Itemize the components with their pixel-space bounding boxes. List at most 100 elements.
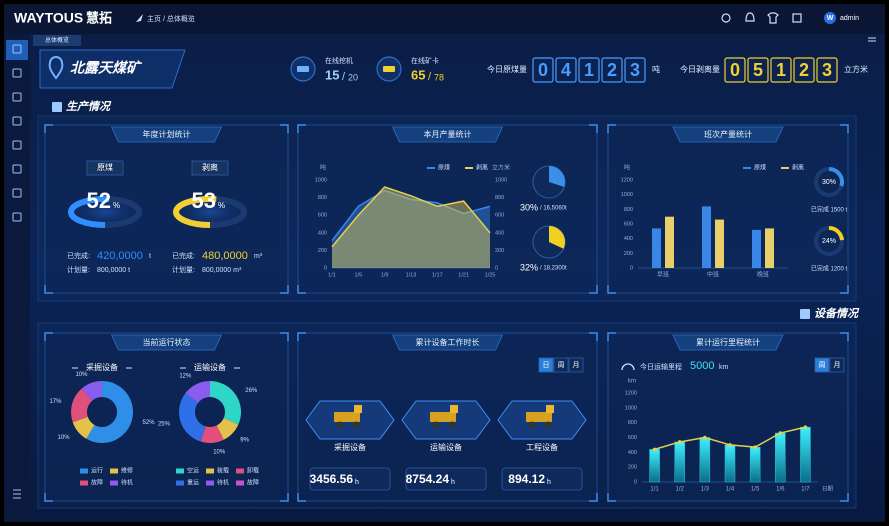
user-name[interactable]: admin: [840, 15, 859, 22]
y-tick-label: 0: [630, 265, 633, 271]
section-icon: [52, 102, 62, 112]
today-unit: km: [719, 364, 729, 371]
done-label: 已完成:: [67, 251, 90, 260]
machine-icon-wheel: [448, 421, 456, 429]
sidebar-collapse-icon[interactable]: [13, 489, 21, 499]
gauge-sector: [549, 166, 565, 187]
hours-unit: h: [547, 479, 551, 486]
gauge-arc: [173, 196, 217, 228]
digit-box: [816, 57, 838, 83]
y-tick-label: 800: [624, 207, 633, 213]
today-value: 5000: [690, 360, 714, 372]
donut-label: 25%: [158, 422, 171, 428]
digit: 0: [730, 60, 740, 80]
period-label[interactable]: 月: [834, 361, 841, 369]
period-toggle[interactable]: [814, 357, 830, 373]
period-toggle[interactable]: [538, 357, 554, 373]
legend-swatch: [110, 468, 118, 474]
period-toggle[interactable]: [568, 357, 584, 373]
sidebar-icon[interactable]: [12, 92, 22, 102]
gauge-detail: 已完成 1500 t: [811, 206, 848, 214]
logo-cn: 慧拓: [86, 10, 112, 25]
machine-icon-wheel: [352, 421, 360, 429]
bar: [724, 444, 736, 483]
bar: [800, 426, 811, 483]
bell-icon[interactable]: [745, 12, 755, 22]
donut-label: 26%: [245, 388, 258, 394]
sidebar-icon[interactable]: [12, 68, 22, 78]
y-tick-label: 1200: [625, 390, 637, 396]
period-toggle[interactable]: [829, 357, 845, 373]
y2-tick-label: 600: [495, 213, 504, 219]
legend-swatch: [80, 480, 88, 486]
legend-swatch: [206, 480, 214, 486]
x-tick-label: 晚班: [757, 271, 769, 279]
gauge-label: 30%: [822, 179, 836, 186]
section-icon: [800, 309, 810, 319]
sidebar-icon[interactable]: [12, 116, 22, 126]
period-label[interactable]: 日: [543, 361, 550, 369]
y2-tick-label: 0: [495, 265, 498, 271]
x-tick-label: 1/3: [701, 487, 710, 493]
tab[interactable]: [33, 35, 81, 46]
today-label: 今日运输里程: [640, 362, 682, 371]
machine-icon-cab: [546, 405, 554, 413]
y2-tick-label: 400: [495, 230, 504, 236]
panel: [607, 332, 849, 502]
legend-label: 运行: [91, 467, 103, 475]
digit: 0: [538, 60, 548, 80]
period-label[interactable]: 周: [558, 361, 565, 369]
y-tick-label: 400: [628, 450, 637, 456]
machine-icon-cab: [450, 405, 458, 413]
bar: [749, 446, 761, 483]
y-tick-label: 800: [318, 195, 327, 201]
gauge-label: 32%: [520, 262, 538, 272]
tab-label[interactable]: 总体概览: [45, 36, 69, 44]
sidebar-icon[interactable]: [12, 188, 22, 198]
legend-label: 待机: [217, 479, 229, 487]
panel-corners: [297, 332, 598, 502]
avatar[interactable]: [824, 12, 836, 24]
period-label[interactable]: 月: [573, 361, 580, 369]
donut-segment: [81, 381, 102, 401]
y-axis-label: 吨: [624, 164, 630, 172]
period-toggle[interactable]: [553, 357, 569, 373]
shirt-icon[interactable]: [767, 12, 779, 24]
panel-title-tab: [110, 334, 223, 351]
bar: [702, 206, 711, 268]
legend-label: 空运: [187, 467, 199, 475]
donut-label: 12%: [179, 374, 192, 380]
y-tick-label: 0: [634, 479, 637, 485]
bar: [652, 228, 661, 268]
donut-label: 17%: [49, 399, 62, 405]
legend-label: 待机: [121, 479, 133, 487]
sidebar-icon[interactable]: [12, 164, 22, 174]
search-icon[interactable]: [721, 13, 731, 23]
sidebar-icon[interactable]: [12, 212, 22, 222]
fullscreen-icon[interactable]: [792, 13, 802, 23]
trend-point: [803, 425, 808, 429]
sidebar-icon[interactable]: [12, 140, 22, 150]
machine-icon-wheel: [432, 421, 440, 429]
breadcrumb[interactable]: 主页 / 总体概览: [147, 14, 195, 23]
donut-segment: [210, 381, 241, 425]
sidebar-icon[interactable]: [12, 44, 22, 54]
site-name: 北露天煤矿: [70, 60, 143, 76]
bar: [674, 441, 685, 483]
period-label[interactable]: 周: [819, 361, 826, 369]
y-tick-label: 600: [628, 435, 637, 441]
digit-box: [747, 57, 769, 83]
panel-title-tab: [110, 126, 223, 143]
digit-box: [532, 57, 554, 83]
legend-label: 卸载: [247, 467, 259, 475]
y2-tick-label: 200: [495, 248, 504, 254]
digit: 2: [607, 60, 617, 80]
y-tick-label: 800: [628, 420, 637, 426]
area-line: [331, 186, 491, 248]
y-tick-label: 400: [318, 230, 327, 236]
panel-title: 累计设备工作时长: [416, 337, 480, 347]
legend-swatch: [236, 468, 244, 474]
online-icon-glyph: [297, 66, 309, 72]
hours-unit: h: [355, 479, 359, 486]
panel-corners: [607, 124, 849, 294]
